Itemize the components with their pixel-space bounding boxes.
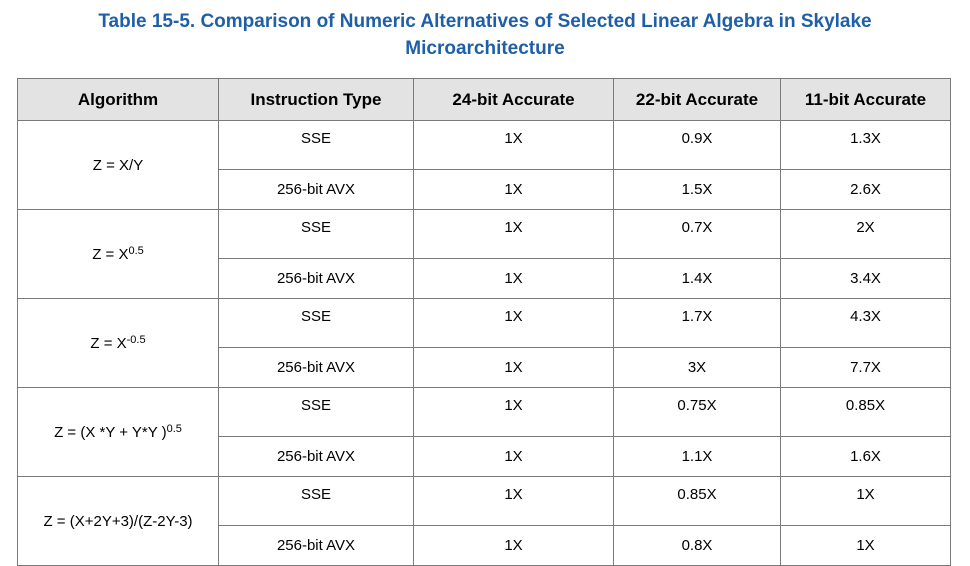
accuracy-24-cell: 1X bbox=[413, 209, 614, 259]
caption-line-2: Microarchitecture bbox=[405, 38, 565, 59]
algorithm-formula: Z = X bbox=[92, 245, 129, 263]
instruction-type-cell: SSE bbox=[218, 209, 414, 259]
accuracy-24-cell: 1X bbox=[413, 347, 614, 388]
header-row: Algorithm Instruction Type 24-bit Accura… bbox=[17, 78, 951, 121]
instruction-type-cell: 256-bit AVX bbox=[218, 258, 414, 299]
accuracy-11-cell: 2X bbox=[780, 209, 951, 259]
algorithm-formula: Z = (X *Y + Y*Y ) bbox=[54, 423, 167, 441]
algorithm-formula: Z = X bbox=[90, 334, 127, 352]
instruction-type-cell: 256-bit AVX bbox=[218, 436, 414, 477]
algorithm-cell: Z = X0.5 bbox=[17, 209, 219, 299]
accuracy-24-cell: 1X bbox=[413, 298, 614, 348]
header-11-bit: 11-bit Accurate bbox=[780, 78, 951, 121]
algorithm-cell: Z = X/Y bbox=[17, 120, 219, 210]
instruction-type-cell: 256-bit AVX bbox=[218, 525, 414, 566]
table-row: 256-bit AVX 1X 1.5X 2.6X bbox=[18, 169, 951, 210]
accuracy-22-cell: 0.85X bbox=[613, 476, 781, 526]
accuracy-11-cell: 1.3X bbox=[780, 120, 951, 170]
table-row: 256-bit AVX 1X 3X 7.7X bbox=[18, 347, 951, 388]
accuracy-22-cell: 0.9X bbox=[613, 120, 781, 170]
comparison-table: Algorithm Instruction Type 24-bit Accura… bbox=[17, 78, 951, 566]
caption-line-1: Table 15-5. Comparison of Numeric Altern… bbox=[98, 11, 872, 32]
accuracy-22-cell: 1.7X bbox=[613, 298, 781, 348]
table-row: Z = X0.5 SSE 1X 0.7X 2X bbox=[17, 209, 951, 299]
accuracy-11-cell: 4.3X bbox=[780, 298, 951, 348]
algorithm-exponent: 0.5 bbox=[128, 244, 144, 257]
algorithm-cell: Z = (X+2Y+3)/(Z-2Y-3) bbox=[17, 476, 219, 566]
accuracy-24-cell: 1X bbox=[413, 476, 614, 526]
accuracy-24-cell: 1X bbox=[413, 436, 614, 477]
algorithm-exponent: 0.5 bbox=[166, 422, 182, 435]
table-caption: Table 15-5. Comparison of Numeric Altern… bbox=[0, 8, 970, 62]
accuracy-22-cell: 1.4X bbox=[613, 258, 781, 299]
instruction-type-cell: SSE bbox=[218, 120, 414, 170]
accuracy-11-cell: 7.7X bbox=[780, 347, 951, 388]
accuracy-24-cell: 1X bbox=[413, 258, 614, 299]
table-row: Z = (X+2Y+3)/(Z-2Y-3) SSE 1X 0.85X 1X bbox=[17, 476, 951, 566]
header-instruction-type: Instruction Type bbox=[218, 78, 414, 121]
algorithm-formula: Z = X/Y bbox=[92, 156, 144, 174]
table-row: Z = X/Y SSE 1X 0.9X 1.3X bbox=[17, 120, 951, 210]
accuracy-11-cell: 1X bbox=[780, 476, 951, 526]
accuracy-22-cell: 0.8X bbox=[613, 525, 781, 566]
instruction-type-cell: 256-bit AVX bbox=[218, 347, 414, 388]
accuracy-22-cell: 1.5X bbox=[613, 169, 781, 210]
algorithm-exponent: -0.5 bbox=[126, 333, 146, 346]
algorithm-cell: Z = X-0.5 bbox=[17, 298, 219, 388]
header-algorithm: Algorithm bbox=[17, 78, 219, 121]
accuracy-11-cell: 0.85X bbox=[780, 387, 951, 437]
header-22-bit: 22-bit Accurate bbox=[613, 78, 781, 121]
accuracy-24-cell: 1X bbox=[413, 169, 614, 210]
algorithm-formula: Z = (X+2Y+3)/(Z-2Y-3) bbox=[43, 512, 193, 530]
accuracy-24-cell: 1X bbox=[413, 120, 614, 170]
accuracy-22-cell: 3X bbox=[613, 347, 781, 388]
instruction-type-cell: SSE bbox=[218, 298, 414, 348]
accuracy-22-cell: 0.75X bbox=[613, 387, 781, 437]
table-row: 256-bit AVX 1X 1.4X 3.4X bbox=[18, 258, 951, 299]
header-24-bit: 24-bit Accurate bbox=[413, 78, 614, 121]
instruction-type-cell: SSE bbox=[218, 387, 414, 437]
accuracy-24-cell: 1X bbox=[413, 387, 614, 437]
accuracy-11-cell: 1.6X bbox=[780, 436, 951, 477]
table-row: Z = (X *Y + Y*Y )0.5 SSE 1X 0.75X 0.85X bbox=[17, 387, 951, 477]
accuracy-11-cell: 2.6X bbox=[780, 169, 951, 210]
instruction-type-cell: SSE bbox=[218, 476, 414, 526]
table-row: 256-bit AVX 1X 1.1X 1.6X bbox=[18, 436, 951, 477]
accuracy-24-cell: 1X bbox=[413, 525, 614, 566]
algorithm-cell: Z = (X *Y + Y*Y )0.5 bbox=[17, 387, 219, 477]
accuracy-11-cell: 1X bbox=[780, 525, 951, 566]
accuracy-22-cell: 0.7X bbox=[613, 209, 781, 259]
instruction-type-cell: 256-bit AVX bbox=[218, 169, 414, 210]
table-row: Z = X-0.5 SSE 1X 1.7X 4.3X bbox=[17, 298, 951, 388]
accuracy-22-cell: 1.1X bbox=[613, 436, 781, 477]
accuracy-11-cell: 3.4X bbox=[780, 258, 951, 299]
